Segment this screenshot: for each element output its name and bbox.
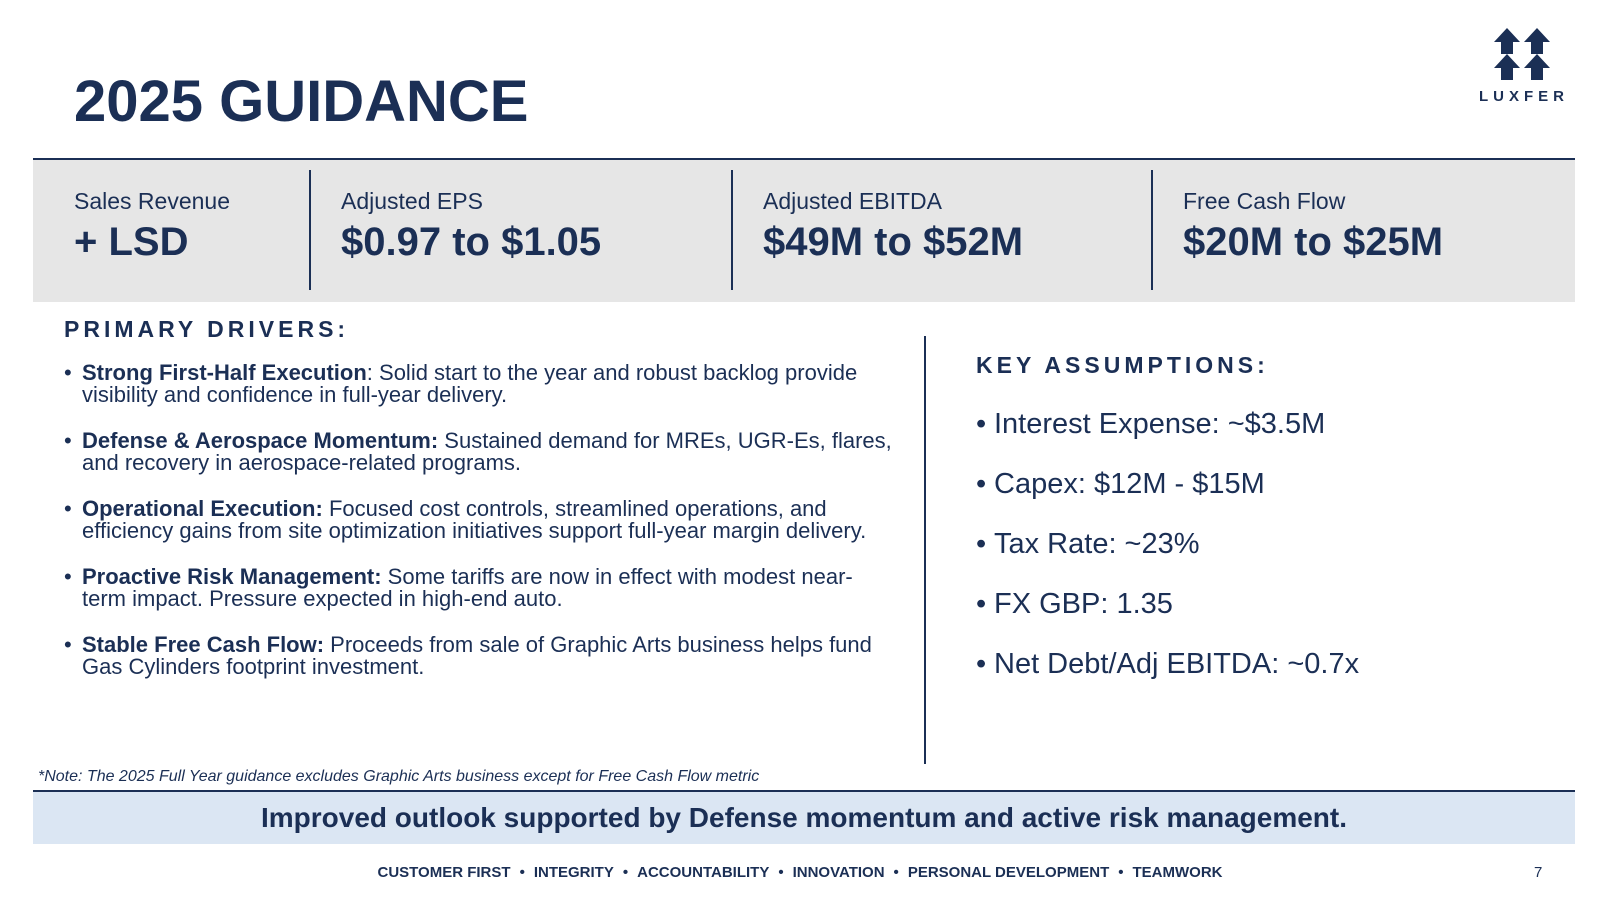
value-item: TEAMWORK bbox=[1132, 864, 1223, 881]
metric-label: Free Cash Flow bbox=[1183, 188, 1346, 214]
footnote: *Note: The 2025 Full Year guidance exclu… bbox=[38, 768, 760, 785]
driver-text: Some tariffs are now in effect with mode… bbox=[82, 564, 853, 611]
page-title: 2025 GUIDANCE bbox=[74, 69, 529, 134]
company-values-footer: CUSTOMER FIRST • INTEGRITY • ACCOUNTABILITY •… bbox=[0, 864, 1600, 881]
separator: • bbox=[893, 864, 899, 881]
metric-value: $0.97 to $1.05 bbox=[341, 220, 602, 264]
list-item: Interest Expense: ~$3.5M bbox=[976, 404, 1359, 464]
value-item: ACCOUNTABILITY bbox=[637, 864, 770, 881]
metric-sales-revenue: Sales Revenue + LSD bbox=[33, 160, 303, 302]
driver-text: Sustained demand for MREs, UGR-Es, flare… bbox=[82, 428, 892, 475]
list-item: Tax Rate: ~23% bbox=[976, 524, 1359, 584]
metric-value: $49M to $52M bbox=[763, 220, 1024, 264]
metric-adjusted-ebitda: Adjusted EBITDA $49M to $52M bbox=[733, 160, 1153, 302]
metric-value: + LSD bbox=[74, 220, 189, 264]
primary-drivers-list: Strong First-Half Execution: Solid start… bbox=[64, 362, 894, 702]
list-item: Capex: $12M - $15M bbox=[976, 464, 1359, 524]
value-item: INNOVATION bbox=[792, 864, 885, 881]
separator: • bbox=[778, 864, 784, 881]
list-item: Net Debt/Adj EBITDA: ~0.7x bbox=[976, 644, 1359, 704]
separator: • bbox=[1118, 864, 1124, 881]
list-item: Strong First-Half Execution: Solid start… bbox=[64, 362, 894, 406]
metric-value: $20M to $25M bbox=[1183, 220, 1444, 264]
driver-title: Stable Free Cash Flow: bbox=[82, 632, 325, 657]
driver-text: Focused cost controls, streamlined opera… bbox=[82, 496, 867, 543]
top-divider bbox=[33, 158, 1575, 160]
driver-title: Operational Execution: bbox=[82, 496, 323, 521]
value-item: PERSONAL DEVELOPMENT bbox=[907, 864, 1110, 881]
key-assumptions-list: Interest Expense: ~$3.5M Capex: $12M - $… bbox=[976, 404, 1359, 704]
luxfer-logo: LUXFER bbox=[1478, 26, 1570, 110]
metric-divider bbox=[731, 170, 733, 290]
metric-divider bbox=[1151, 170, 1153, 290]
value-item: INTEGRITY bbox=[533, 864, 614, 881]
metric-label: Sales Revenue bbox=[74, 188, 230, 214]
value-item: CUSTOMER FIRST bbox=[377, 864, 511, 881]
luxfer-arrows-icon bbox=[1494, 28, 1550, 80]
metric-divider bbox=[309, 170, 311, 290]
summary-banner: Improved outlook supported by Defense mo… bbox=[33, 792, 1575, 844]
column-divider bbox=[924, 336, 926, 764]
list-item: Proactive Risk Management: Some tariffs … bbox=[64, 566, 894, 610]
driver-text: : Solid start to the year and robust bac… bbox=[82, 360, 858, 407]
separator: • bbox=[622, 864, 629, 881]
metric-label: Adjusted EBITDA bbox=[763, 188, 942, 214]
driver-text: Proceeds from sale of Graphic Arts busin… bbox=[82, 632, 872, 679]
key-assumptions-heading: KEY ASSUMPTIONS: bbox=[976, 352, 1269, 378]
separator: • bbox=[519, 864, 525, 881]
metric-label: Adjusted EPS bbox=[341, 188, 483, 214]
bottom-divider bbox=[33, 790, 1575, 792]
list-item: FX GBP: 1.35 bbox=[976, 584, 1359, 644]
list-item: Defense & Aerospace Momentum: Sustained … bbox=[64, 430, 894, 474]
page-number: 7 bbox=[1534, 864, 1543, 881]
primary-drivers-heading: PRIMARY DRIVERS: bbox=[64, 316, 350, 342]
guidance-metrics-panel: Sales Revenue + LSD Adjusted EPS $0.97 t… bbox=[33, 160, 1575, 302]
list-item: Stable Free Cash Flow: Proceeds from sal… bbox=[64, 634, 894, 678]
list-item: Operational Execution: Focused cost cont… bbox=[64, 498, 894, 542]
driver-title: Proactive Risk Management: bbox=[82, 564, 382, 589]
logo-wordmark: LUXFER bbox=[1479, 88, 1569, 105]
metric-adjusted-eps: Adjusted EPS $0.97 to $1.05 bbox=[311, 160, 731, 302]
driver-title: Strong First-Half Execution bbox=[82, 360, 367, 385]
driver-title: Defense & Aerospace Momentum: bbox=[82, 428, 439, 453]
metric-free-cash-flow: Free Cash Flow $20M to $25M bbox=[1153, 160, 1573, 302]
